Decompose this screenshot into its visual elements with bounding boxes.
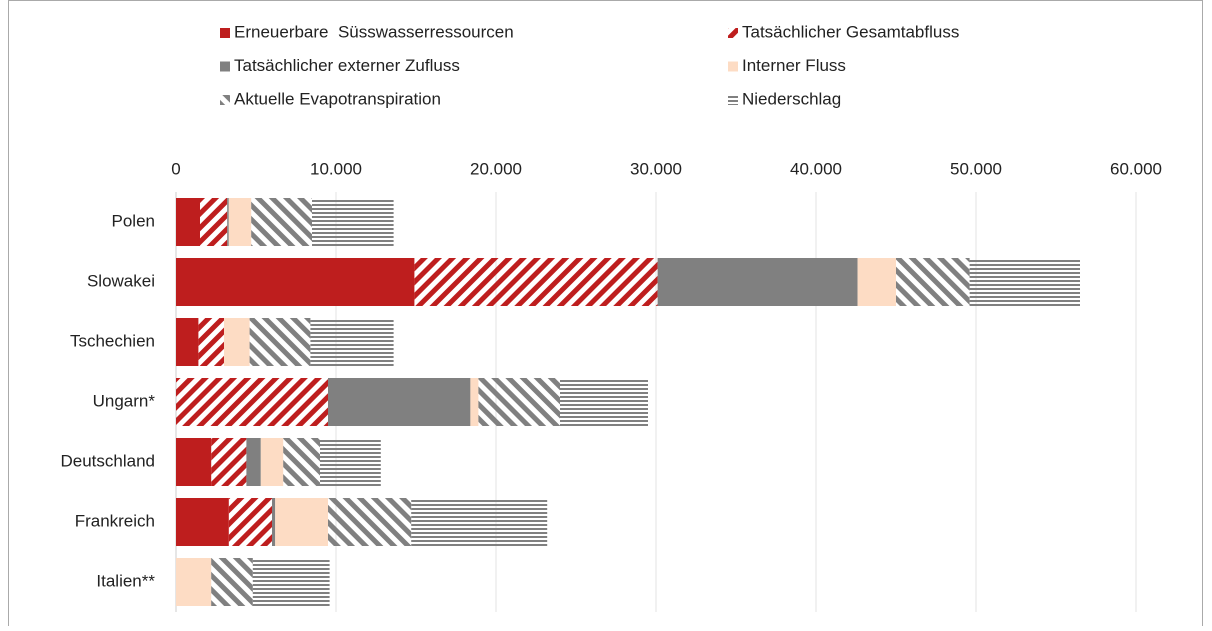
legend-label: Niederschlag xyxy=(742,89,841,108)
bar-segment xyxy=(857,258,896,306)
x-tick-label: 20.000 xyxy=(470,159,522,178)
bar-segment xyxy=(560,378,648,426)
bar-segment xyxy=(211,558,253,606)
y-tick-label: Italien** xyxy=(96,571,155,590)
bar-segment xyxy=(211,438,247,486)
bar-segment xyxy=(310,318,394,366)
legend-marker xyxy=(728,61,738,72)
legend-label: Erneuerbare Süsswasserressourcen xyxy=(234,22,514,41)
bar-segment xyxy=(896,258,970,306)
bar-segment xyxy=(176,558,212,606)
bar-segment xyxy=(328,498,412,546)
bar-segment xyxy=(176,498,229,546)
bar-segment xyxy=(470,378,479,426)
y-tick-label: Ungarn* xyxy=(93,391,156,410)
bar-segment xyxy=(657,258,858,306)
bar-segment xyxy=(320,438,381,486)
legend-marker xyxy=(728,95,738,105)
bar-segment xyxy=(478,378,560,426)
bar-segment xyxy=(176,438,212,486)
bar-segment xyxy=(200,198,228,246)
y-tick-label: Tschechien xyxy=(70,331,155,350)
bar-segment xyxy=(969,258,1080,306)
y-tick-label: Deutschland xyxy=(60,451,155,470)
legend-label: Interner Fluss xyxy=(742,56,846,75)
legend-label: Aktuelle Evapotranspiration xyxy=(234,89,441,108)
x-tick-label: 30.000 xyxy=(630,159,682,178)
bar-segment xyxy=(283,438,320,486)
x-tick-label: 0 xyxy=(171,159,180,178)
bar-segment xyxy=(176,258,415,306)
bar-segment xyxy=(228,198,252,246)
bar-segment xyxy=(246,438,261,486)
x-tick-label: 60.000 xyxy=(1110,159,1162,178)
bar-segment xyxy=(249,318,311,366)
bar-segment xyxy=(251,198,312,246)
x-tick-label: 10.000 xyxy=(310,159,362,178)
bar-segment xyxy=(414,258,658,306)
bar-segment xyxy=(275,498,328,546)
legend-marker xyxy=(220,61,230,72)
y-tick-label: Polen xyxy=(112,211,155,230)
bar-segment xyxy=(411,498,548,546)
legend-label: Tatsächlicher Gesamtabfluss xyxy=(742,22,959,41)
y-tick-label: Frankreich xyxy=(75,511,155,530)
bar-segment xyxy=(228,498,272,546)
bar-segment xyxy=(272,498,276,546)
x-tick-label: 40.000 xyxy=(790,159,842,178)
bar-segment xyxy=(176,198,200,246)
bar-segment xyxy=(227,198,229,246)
bar-segment xyxy=(176,318,199,366)
bar-segment xyxy=(198,318,224,366)
legend-marker xyxy=(728,28,738,38)
bar-segment xyxy=(224,318,250,366)
bar-segment xyxy=(260,438,284,486)
legend-marker xyxy=(220,28,230,38)
x-tick-label: 50.000 xyxy=(950,159,1002,178)
legend-marker xyxy=(220,95,230,105)
frame xyxy=(8,0,1203,631)
y-tick-label: Slowakei xyxy=(87,271,155,290)
bar-segment xyxy=(328,378,471,426)
bar-segment xyxy=(252,558,330,606)
bar-segment xyxy=(176,378,328,426)
legend-label: Tatsächlicher externer Zufluss xyxy=(234,56,460,75)
bar-segment xyxy=(312,198,394,246)
